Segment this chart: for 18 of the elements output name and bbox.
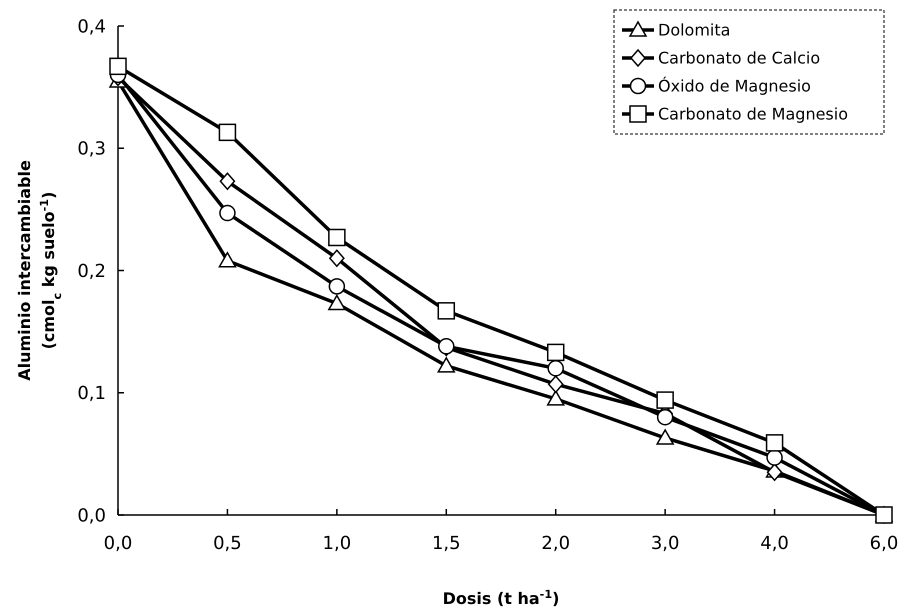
legend-label: Carbonato de Magnesio	[658, 104, 848, 124]
y-tick-label: 0,1	[77, 383, 106, 404]
y-tick-label: 0,2	[77, 260, 106, 282]
x-tick-label: 6,0	[870, 533, 898, 554]
x-tick-label: 1,5	[432, 533, 461, 554]
y-tick-label: 0,0	[77, 505, 106, 526]
y-tick-label: 0,3	[77, 138, 106, 160]
legend-label: Óxido de Magnesio	[658, 76, 811, 96]
x-tick-label: 1,0	[322, 533, 352, 554]
legend-label: Dolomita	[658, 20, 730, 40]
x-tick-label: 0,0	[104, 533, 132, 554]
x-tick-label: 4,0	[760, 533, 789, 554]
x-tick-label: 3,0	[650, 533, 680, 554]
y-tick-label: 0,4	[77, 16, 106, 38]
legend-label: Carbonato de Calcio	[658, 48, 820, 68]
x-tick-label: 2,0	[541, 533, 570, 554]
x-tick-label: 0,5	[213, 533, 242, 554]
x-axis-title: Dosis (t ha$^{-1}$)	[442, 588, 560, 608]
